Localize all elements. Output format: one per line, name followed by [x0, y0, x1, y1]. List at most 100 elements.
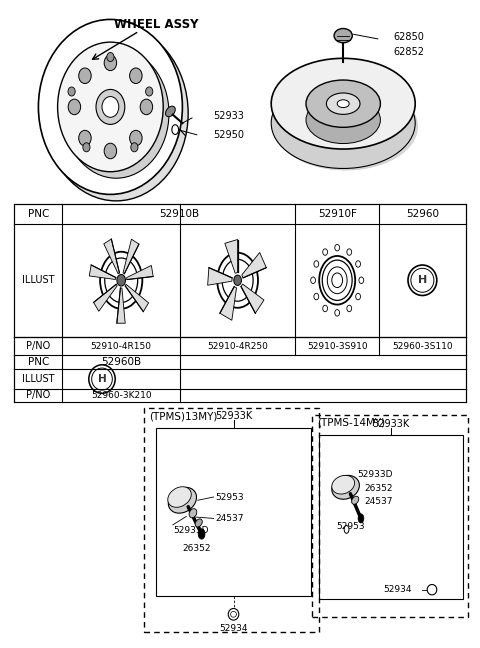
Polygon shape: [125, 284, 149, 312]
Text: WHEEL ASSY: WHEEL ASSY: [114, 18, 198, 31]
Ellipse shape: [102, 97, 119, 117]
Ellipse shape: [230, 612, 236, 617]
Ellipse shape: [344, 526, 349, 533]
Text: P/NO: P/NO: [26, 390, 50, 400]
Ellipse shape: [314, 260, 319, 267]
Text: 52910F: 52910F: [318, 209, 357, 219]
Ellipse shape: [347, 249, 352, 255]
Ellipse shape: [166, 106, 175, 117]
Ellipse shape: [228, 608, 239, 620]
Ellipse shape: [130, 130, 142, 146]
Polygon shape: [94, 284, 117, 311]
Ellipse shape: [68, 87, 75, 96]
Ellipse shape: [337, 100, 349, 108]
Ellipse shape: [332, 476, 355, 494]
Ellipse shape: [306, 96, 380, 144]
Ellipse shape: [323, 249, 327, 255]
Ellipse shape: [271, 58, 415, 149]
Ellipse shape: [306, 80, 380, 128]
Ellipse shape: [68, 99, 81, 115]
Text: 62852: 62852: [394, 47, 425, 57]
Ellipse shape: [334, 29, 352, 43]
Ellipse shape: [44, 26, 188, 201]
Text: 52960: 52960: [406, 209, 439, 219]
Polygon shape: [104, 239, 120, 273]
Text: 52933: 52933: [214, 111, 244, 121]
Polygon shape: [225, 240, 238, 273]
Polygon shape: [123, 239, 139, 274]
Ellipse shape: [314, 294, 319, 300]
Ellipse shape: [358, 514, 364, 523]
Bar: [144, 408, 319, 632]
Text: PNC: PNC: [28, 209, 49, 219]
Text: 62850: 62850: [394, 32, 424, 42]
Ellipse shape: [274, 83, 418, 170]
Ellipse shape: [172, 124, 179, 135]
Text: 26352: 26352: [365, 484, 393, 493]
Text: ILLUST: ILLUST: [22, 275, 55, 285]
Ellipse shape: [195, 519, 202, 527]
Ellipse shape: [189, 509, 197, 518]
Ellipse shape: [359, 277, 364, 284]
Text: 52910-4R250: 52910-4R250: [207, 341, 268, 351]
Text: 26352: 26352: [182, 544, 211, 553]
Ellipse shape: [38, 19, 182, 194]
Ellipse shape: [58, 42, 163, 172]
Text: 52910B: 52910B: [159, 209, 199, 219]
Text: 52934: 52934: [383, 585, 411, 594]
Text: 52933K: 52933K: [372, 419, 410, 429]
Ellipse shape: [271, 78, 415, 168]
Ellipse shape: [168, 487, 196, 513]
Text: 52960B: 52960B: [101, 357, 141, 367]
Bar: [319, 435, 463, 599]
Text: 52960-3K210: 52960-3K210: [91, 391, 152, 400]
Text: 24537: 24537: [215, 514, 243, 523]
Text: (TPMS-14MY): (TPMS-14MY): [317, 417, 385, 428]
Polygon shape: [89, 265, 116, 279]
Text: PNC: PNC: [28, 357, 49, 367]
Text: 52910-3S910: 52910-3S910: [307, 341, 368, 351]
Polygon shape: [220, 286, 237, 320]
Polygon shape: [242, 253, 266, 278]
Ellipse shape: [130, 68, 142, 84]
Bar: [14, 204, 466, 337]
Text: 24537: 24537: [365, 497, 393, 506]
Text: 52953: 52953: [215, 492, 244, 502]
Bar: [156, 428, 311, 596]
Ellipse shape: [335, 244, 339, 251]
Text: 52933K: 52933K: [215, 411, 252, 421]
Polygon shape: [208, 268, 232, 285]
Ellipse shape: [79, 68, 91, 84]
Ellipse shape: [352, 496, 359, 504]
Ellipse shape: [335, 310, 339, 316]
Polygon shape: [117, 288, 125, 323]
Ellipse shape: [326, 93, 360, 115]
Ellipse shape: [83, 143, 90, 152]
Ellipse shape: [234, 275, 241, 285]
Text: 52910-4R150: 52910-4R150: [91, 341, 152, 351]
Ellipse shape: [145, 87, 153, 96]
Ellipse shape: [198, 529, 205, 539]
Text: 52934: 52934: [219, 624, 248, 633]
Text: (TPMS)13MY): (TPMS)13MY): [149, 411, 217, 421]
Ellipse shape: [427, 584, 437, 595]
Text: 52933D: 52933D: [173, 526, 208, 535]
Ellipse shape: [117, 275, 126, 286]
Polygon shape: [241, 284, 264, 313]
Text: 52950: 52950: [214, 130, 245, 140]
Ellipse shape: [168, 487, 191, 507]
Ellipse shape: [79, 130, 91, 146]
Text: ILLUST: ILLUST: [22, 374, 55, 384]
Ellipse shape: [356, 294, 360, 300]
Text: 52953: 52953: [336, 522, 365, 531]
Ellipse shape: [332, 476, 360, 499]
Text: P/NO: P/NO: [26, 341, 50, 351]
Text: H: H: [97, 374, 107, 384]
Text: 52960-3S110: 52960-3S110: [392, 341, 453, 351]
Text: 52933D: 52933D: [358, 470, 393, 479]
Ellipse shape: [356, 260, 360, 267]
Ellipse shape: [107, 52, 114, 62]
Ellipse shape: [104, 55, 117, 71]
Ellipse shape: [140, 99, 153, 115]
Ellipse shape: [347, 305, 352, 312]
